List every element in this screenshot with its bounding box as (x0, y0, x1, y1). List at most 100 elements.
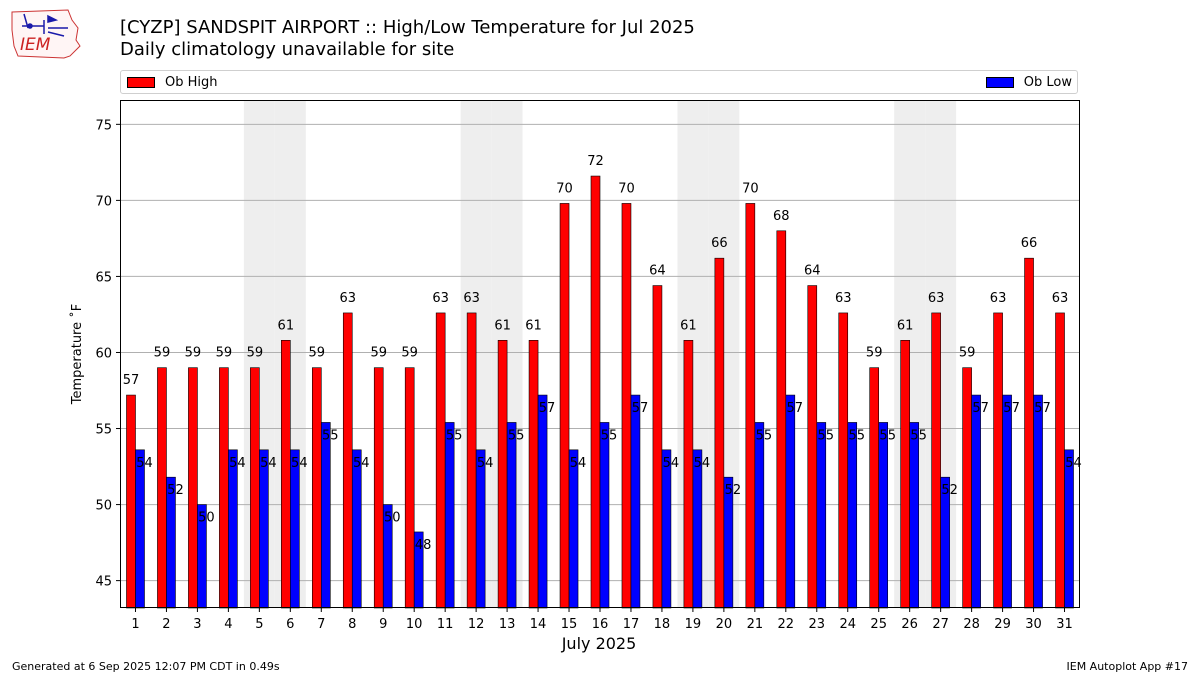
label-low-day-25: 55 (879, 428, 896, 443)
bar-low-day-11 (444, 422, 455, 609)
y-axis-label: Temperature ˚F (69, 304, 85, 405)
label-high-day-17: 70 (618, 181, 635, 196)
bar-high-day-31 (1055, 312, 1065, 609)
label-low-day-12: 54 (477, 456, 494, 471)
label-low-day-20: 52 (725, 483, 742, 498)
label-high-day-14: 61 (525, 318, 542, 333)
bar-low-day-22 (785, 394, 796, 609)
label-low-day-19: 54 (694, 456, 711, 471)
label-high-day-10: 59 (401, 346, 418, 361)
label-low-day-23: 55 (818, 428, 835, 443)
label-high-day-20: 66 (711, 236, 728, 251)
x-tick-label-14: 14 (530, 617, 547, 632)
iem-logo: IEM (11, 9, 81, 59)
bar-high-day-6 (281, 340, 291, 609)
label-high-day-2: 59 (154, 346, 171, 361)
generated-timestamp: Generated at 6 Sep 2025 12:07 PM CDT in … (12, 660, 280, 673)
label-low-day-31: 54 (1065, 456, 1082, 471)
x-tick-label-25: 25 (870, 617, 887, 632)
bar-high-day-11 (435, 312, 446, 609)
bar-high-day-20 (714, 257, 725, 609)
label-high-day-22: 68 (773, 209, 790, 224)
label-high-day-26: 61 (897, 318, 914, 333)
bar-low-day-18 (661, 449, 672, 609)
label-low-day-28: 57 (972, 401, 989, 416)
bar-low-day-31 (1064, 449, 1074, 609)
label-low-day-1: 54 (136, 456, 153, 471)
label-low-day-13: 55 (508, 428, 525, 443)
label-low-day-3: 50 (198, 511, 215, 526)
x-tick-label-6: 6 (286, 617, 294, 632)
label-high-day-24: 63 (835, 291, 852, 306)
label-high-day-7: 59 (309, 346, 326, 361)
bar-low-day-7 (320, 422, 331, 609)
x-tick-label-4: 4 (224, 617, 232, 632)
bar-high-day-14 (528, 340, 539, 609)
x-tick-label-8: 8 (348, 617, 356, 632)
chart-title-block: [CYZP] SANDSPIT AIRPORT :: High/Low Temp… (120, 17, 695, 61)
label-high-day-18: 64 (649, 264, 666, 279)
x-tick-label-26: 26 (901, 617, 918, 632)
bar-high-day-4 (219, 367, 229, 609)
x-tick-label-23: 23 (809, 617, 826, 632)
autoplot-app-id: IEM Autoplot App #17 (1066, 660, 1189, 673)
iowa-map-outline-icon (11, 9, 81, 59)
label-high-day-15: 70 (556, 181, 573, 196)
label-high-day-8: 63 (339, 291, 356, 306)
x-tick-label-24: 24 (839, 617, 856, 632)
bar-low-day-28 (971, 394, 981, 609)
chart-subtitle: Daily climatology unavailable for site (120, 39, 455, 60)
bar-high-day-26 (900, 340, 910, 609)
x-tick-label-1: 1 (131, 617, 139, 632)
bar-low-day-16 (599, 422, 610, 609)
label-low-day-29: 57 (1003, 401, 1020, 416)
plot-frame (120, 100, 1080, 608)
label-high-day-5: 59 (247, 346, 264, 361)
label-low-day-30: 57 (1034, 401, 1051, 416)
iem-logo-text: IEM (20, 35, 51, 55)
bar-low-day-29 (1002, 394, 1012, 609)
y-tick-label-60: 60 (95, 346, 112, 361)
label-low-day-24: 55 (848, 428, 865, 443)
bar-low-day-15 (568, 449, 579, 609)
bar-low-day-12 (475, 449, 486, 609)
x-tick-label-11: 11 (437, 617, 454, 632)
bar-high-day-15 (559, 203, 570, 609)
bar-low-day-23 (816, 422, 827, 609)
bar-low-day-25 (878, 422, 889, 609)
y-tick-label-70: 70 (95, 194, 112, 209)
bar-low-day-5 (259, 449, 269, 609)
label-low-day-4: 54 (229, 456, 246, 471)
label-high-day-27: 63 (928, 291, 945, 306)
bar-low-day-4 (228, 449, 238, 609)
bar-high-day-17 (621, 203, 632, 609)
bar-high-day-10 (404, 367, 415, 609)
bar-low-day-6 (290, 449, 300, 609)
label-low-day-26: 55 (910, 428, 927, 443)
label-low-day-27: 52 (941, 483, 958, 498)
x-tick-label-10: 10 (406, 617, 423, 632)
x-tick-label-3: 3 (193, 617, 201, 632)
x-tick-label-9: 9 (379, 617, 387, 632)
label-low-day-17: 57 (632, 401, 649, 416)
bar-high-day-18 (652, 285, 663, 609)
bar-high-day-28 (962, 367, 972, 609)
label-high-day-1: 57 (123, 373, 140, 388)
x-tick-label-21: 21 (747, 617, 764, 632)
bar-low-day-8 (351, 449, 362, 609)
bar-high-day-7 (311, 367, 322, 609)
bar-low-day-14 (537, 394, 548, 609)
x-tick-label-22: 22 (778, 617, 795, 632)
y-tick-label-75: 75 (95, 118, 112, 133)
y-tick-label-45: 45 (95, 575, 112, 590)
weather-station-icon (22, 13, 68, 37)
bar-high-day-30 (1024, 257, 1034, 609)
x-tick-label-28: 28 (963, 617, 980, 632)
label-high-day-19: 61 (680, 318, 697, 333)
bar-low-day-1 (135, 449, 145, 609)
label-high-day-3: 59 (185, 346, 202, 361)
bar-high-day-5 (250, 367, 260, 609)
label-high-day-13: 61 (494, 318, 511, 333)
bar-low-day-26 (909, 422, 919, 609)
